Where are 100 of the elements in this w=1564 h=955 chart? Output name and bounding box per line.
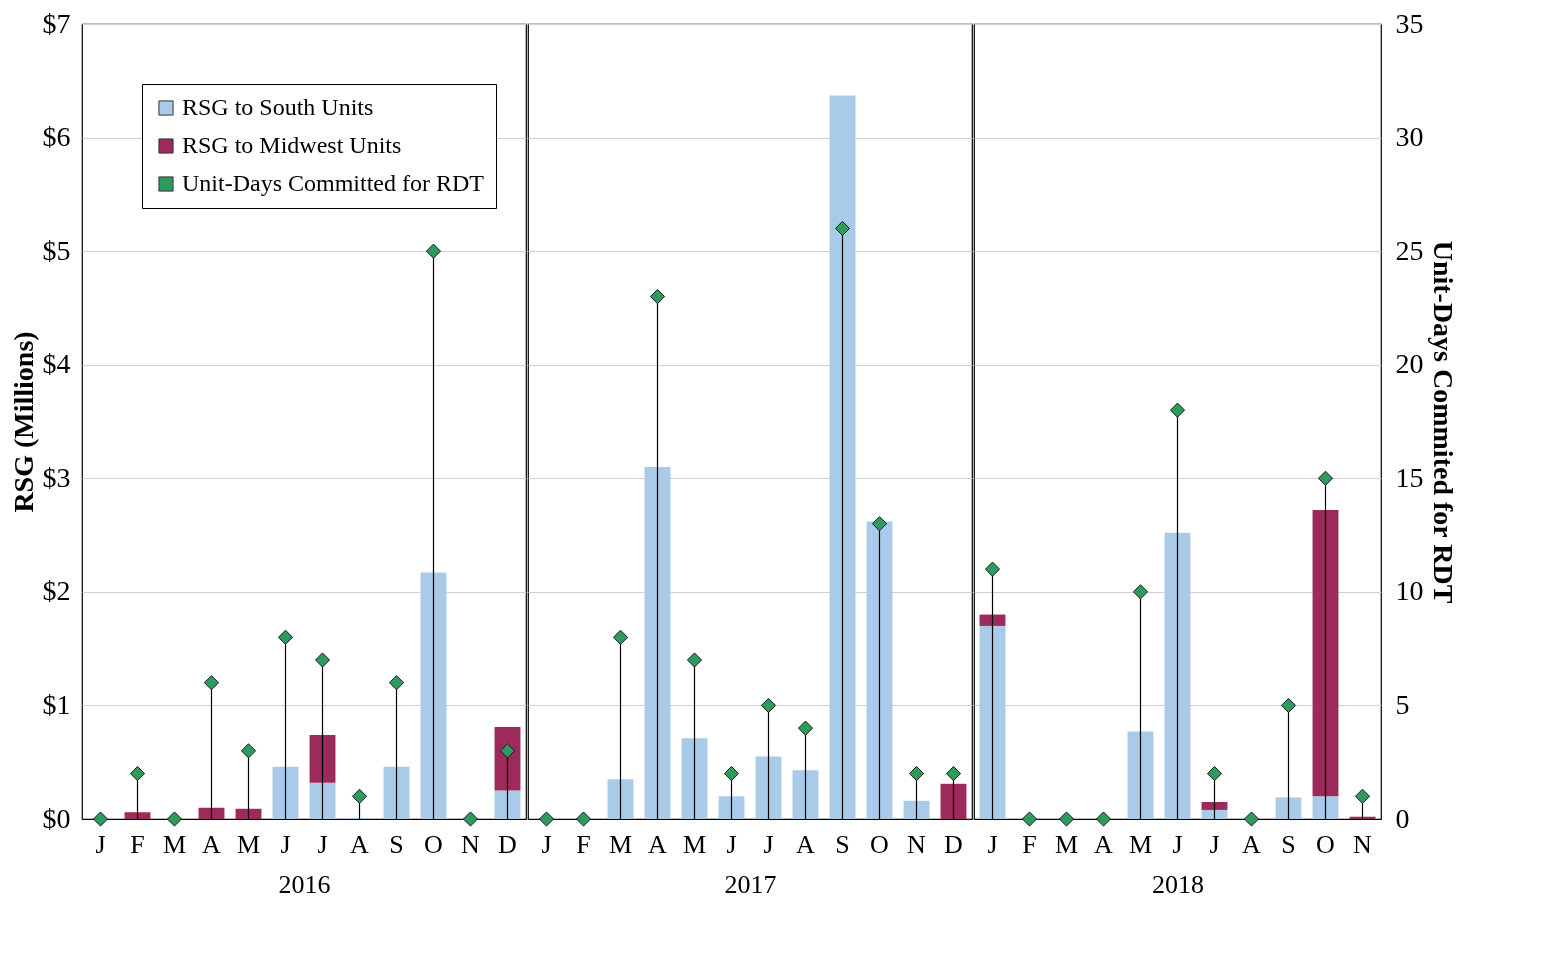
point	[871, 516, 888, 532]
bar	[829, 95, 856, 819]
bar	[940, 783, 967, 819]
bar	[755, 756, 782, 819]
point	[723, 766, 740, 782]
x-tick-label: F	[1022, 829, 1037, 859]
y-tick-label: $3	[42, 461, 71, 493]
x-tick-label: M	[608, 829, 633, 859]
bar	[383, 766, 410, 819]
bar	[681, 738, 708, 819]
bar	[309, 782, 336, 819]
y2-tick-label: 30	[1395, 121, 1424, 153]
bar	[866, 521, 893, 819]
y-tick-label: $6	[42, 121, 71, 153]
point	[1132, 584, 1149, 600]
legend-label: RSG to Midwest Units	[182, 132, 402, 158]
x-tick-label: N	[907, 829, 927, 859]
point	[984, 561, 1001, 577]
bar	[903, 800, 930, 819]
point	[425, 243, 442, 259]
point	[166, 811, 183, 827]
point	[649, 289, 666, 305]
bar	[979, 625, 1006, 819]
y-tick-label: $0	[42, 802, 71, 834]
x-tick-label: J	[1172, 829, 1183, 859]
y2-axis-title: Unit-Days Commited for RDT	[1427, 240, 1459, 604]
point	[129, 766, 146, 782]
x-tick-label: A	[1094, 829, 1114, 859]
y2-tick-label: 0	[1395, 802, 1410, 834]
point	[240, 743, 257, 759]
x-tick-label: O	[1316, 829, 1335, 859]
x-tick-label: D	[944, 829, 963, 859]
x-tick-label: N	[461, 829, 481, 859]
y2-tick-label: 15	[1395, 461, 1424, 493]
x-tick-label: S	[389, 829, 404, 859]
point	[92, 811, 109, 827]
bar	[718, 796, 745, 819]
x-tick-label: A	[648, 829, 668, 859]
x-tick-label: S	[835, 829, 850, 859]
y-tick-label: $5	[42, 234, 71, 266]
bar	[309, 734, 336, 783]
x-tick-label: J	[541, 829, 552, 859]
x-axis-title: 2017	[724, 869, 777, 899]
x-axis-title: 2016	[278, 869, 331, 899]
point	[351, 788, 368, 804]
point	[760, 697, 777, 713]
x-tick-label: N	[1353, 829, 1373, 859]
bar	[1201, 801, 1228, 810]
y-tick-label: $4	[42, 348, 71, 380]
point	[388, 675, 405, 691]
bar	[792, 770, 819, 819]
point	[1280, 697, 1297, 713]
y2-tick-label: 25	[1395, 234, 1424, 266]
point	[538, 811, 555, 827]
bar	[607, 779, 634, 819]
x-tick-label: M	[682, 829, 707, 859]
x-tick-label: O	[424, 829, 443, 859]
y2-tick-label: 20	[1395, 348, 1424, 380]
point	[908, 766, 925, 782]
bar	[198, 807, 225, 819]
point	[797, 720, 814, 736]
bar	[1312, 510, 1339, 797]
point	[945, 766, 962, 782]
y2-tick-label: 5	[1395, 688, 1410, 720]
x-tick-label: S	[1281, 829, 1296, 859]
x-tick-label: M	[1054, 829, 1079, 859]
bar	[1127, 731, 1154, 819]
legend-label: RSG to South Units	[182, 94, 374, 120]
x-tick-label: J	[987, 829, 998, 859]
point	[1354, 788, 1371, 804]
bar	[124, 812, 151, 819]
x-tick-label: F	[130, 829, 145, 859]
bar	[1164, 532, 1191, 819]
y-axis-title: RSG (Millions)	[7, 331, 39, 513]
y-tick-label: $7	[42, 7, 71, 39]
point	[834, 220, 851, 236]
x-tick-label: M	[236, 829, 261, 859]
point	[1243, 811, 1260, 827]
x-tick-label: J	[1209, 829, 1220, 859]
x-tick-label: J	[95, 829, 106, 859]
point	[314, 652, 331, 668]
point	[1095, 811, 1112, 827]
point	[1058, 811, 1075, 827]
point	[1169, 402, 1186, 418]
y-tick-label: $2	[42, 575, 71, 607]
x-tick-label: J	[763, 829, 774, 859]
point	[1317, 470, 1334, 486]
x-axis-title: 2018	[1152, 869, 1204, 899]
point	[277, 629, 294, 645]
bar	[272, 766, 299, 819]
bar	[644, 466, 671, 819]
point	[575, 811, 592, 827]
x-tick-label: J	[280, 829, 291, 859]
x-tick-label: O	[870, 829, 889, 859]
x-tick-label: F	[576, 829, 591, 859]
bar	[235, 808, 262, 819]
bar	[494, 790, 521, 819]
x-tick-label: A	[350, 829, 370, 859]
x-tick-label: D	[498, 829, 517, 859]
bar	[1275, 797, 1302, 819]
